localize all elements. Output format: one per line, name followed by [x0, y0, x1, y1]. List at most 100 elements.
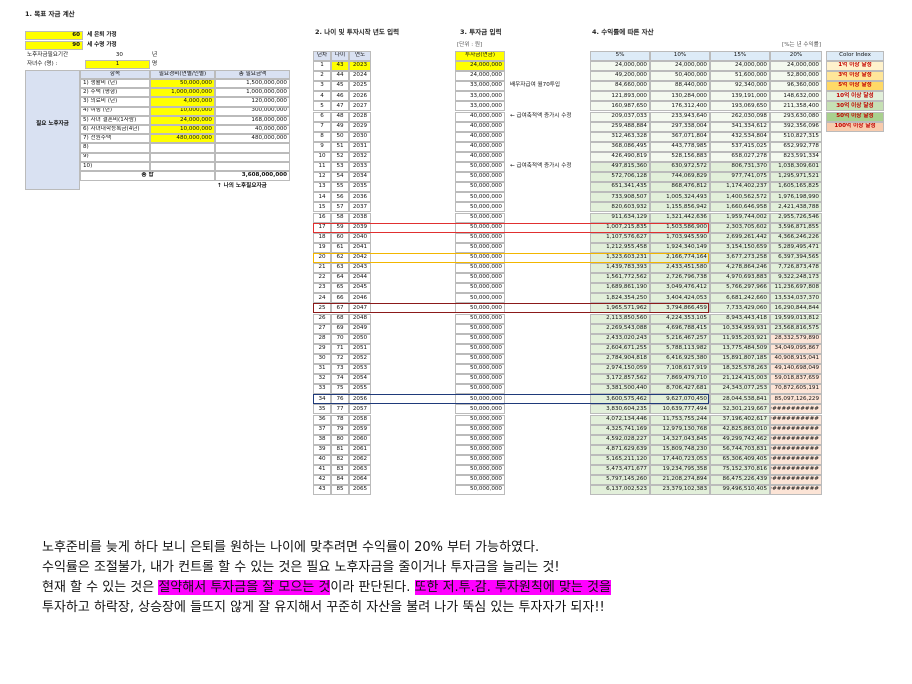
table-cell: 69: [331, 323, 349, 334]
table-cell: 2,974,150,059: [590, 364, 650, 375]
table-cell: ##############: [770, 424, 822, 435]
table-cell: [150, 143, 215, 153]
legend-item: 100억 이상 달성: [826, 121, 884, 132]
table-cell: 50,000,000: [455, 313, 505, 324]
section-title: 4. 수익률에 따른 자산: [592, 28, 654, 36]
table-cell: 96,360,000: [770, 81, 822, 92]
table-cell: 75,152,370,816: [710, 465, 770, 476]
section-title: 3. 투자금 입력: [460, 28, 502, 36]
table-cell: 443,778,985: [650, 141, 710, 152]
table-cell: 528,156,883: [650, 151, 710, 162]
table-cell: 32,301,219,667: [710, 404, 770, 415]
table-cell: 49: [331, 121, 349, 132]
table-cell: 2041: [349, 242, 371, 253]
table-cell: 19,599,013,812: [770, 313, 822, 324]
table-cell: 50,000,000: [455, 242, 505, 253]
comment-line: 노후준비를 늦게 하다 보니 은퇴를 원하는 나이에 맞추려면 수익률이 20%…: [42, 536, 539, 555]
side-cell: [25, 70, 80, 190]
table-cell: 40,908,915,041: [770, 353, 822, 364]
table-cell: 50,000,000: [455, 202, 505, 213]
table-cell: 2037: [349, 202, 371, 213]
table-cell: 50,000,000: [455, 343, 505, 354]
table-cell: 312,463,328: [590, 131, 650, 142]
table-cell: [215, 152, 290, 162]
table-cell: 13,534,037,370: [770, 293, 822, 304]
table-cell: 120,000,000: [215, 97, 290, 107]
table-cell: 28,332,579,890: [770, 333, 822, 344]
table-cell: 4,325,741,169: [590, 424, 650, 435]
table-cell: 160,987,650: [590, 101, 650, 112]
table-header: 20%: [770, 51, 822, 61]
table-cell: ##############: [770, 414, 822, 425]
table-cell: 1,439,783,393: [590, 263, 650, 274]
table-cell: 5,788,113,982: [650, 343, 710, 354]
comment-text: 이라 판단된다.: [330, 580, 415, 595]
table-cell: 2060: [349, 434, 371, 445]
table-cell: 8): [80, 143, 150, 153]
table-cell: 50,000,000: [455, 404, 505, 415]
table-cell: 66: [331, 293, 349, 304]
table-cell: 7: [313, 121, 331, 132]
table-cell: 50,000,000: [455, 172, 505, 183]
table-cell: 59,018,837,659: [770, 374, 822, 385]
table-cell: 4,278,864,246: [710, 263, 770, 274]
table-cell: 7,733,429,060: [710, 303, 770, 314]
table-cell: 9): [80, 152, 150, 162]
legend-item: 30억 이상 달성: [826, 101, 884, 112]
table-cell: 820,603,932: [590, 202, 650, 213]
table-cell: 1,400,562,572: [710, 192, 770, 203]
legend-item: 5억 이상 달성: [826, 81, 884, 92]
table-cell: 2030: [349, 131, 371, 142]
table-cell: 56,744,703,831: [710, 444, 770, 455]
table-cell: 78: [331, 414, 349, 425]
table-cell: 23: [313, 283, 331, 294]
table-cell: 2050: [349, 333, 371, 344]
legend-item: 1억 이상 달성: [826, 61, 884, 72]
table-cell: 2: [313, 71, 331, 82]
table-cell: ##############: [770, 434, 822, 445]
table-cell: 65: [331, 283, 349, 294]
table-cell: 28: [313, 333, 331, 344]
table-cell: 17,440,723,053: [650, 454, 710, 465]
table-cell: 4,592,028,227: [590, 434, 650, 445]
table-cell: 37: [313, 424, 331, 435]
table-cell: 61: [331, 242, 349, 253]
table-cell: 88,440,000: [650, 81, 710, 92]
table-cell: 4,696,788,415: [650, 323, 710, 334]
table-cell: 50,000,000: [455, 333, 505, 344]
table-cell: 1,321,442,636: [650, 212, 710, 223]
table-cell: 52: [331, 151, 349, 162]
table-cell: 1,038,309,601: [770, 162, 822, 173]
total-label: 총 합: [80, 171, 215, 181]
table-cell: 7,108,617,919: [650, 364, 710, 375]
table-cell: 50,000,000: [455, 364, 505, 375]
table-cell: 4,000,000: [150, 97, 215, 107]
table-cell: 50,000,000: [455, 293, 505, 304]
legend-title: Color Index: [826, 51, 884, 61]
table-cell: 977,741,075: [710, 172, 770, 183]
table-cell: 11,236,697,808: [770, 283, 822, 294]
comment-text: 수익률은 조절불가, 내가 컨트롤 할 수 있는 것은 필요 노후자금을 줄이거…: [42, 560, 560, 575]
table-cell: 45: [331, 81, 349, 92]
table-cell: 40,000,000: [455, 121, 505, 132]
table-cell: 341,334,612: [710, 121, 770, 132]
table-header: 연도: [349, 51, 371, 61]
side-label: 필요 노후자금: [36, 121, 69, 128]
table-header: 15%: [710, 51, 770, 61]
table-cell: 50,000,000: [455, 454, 505, 465]
table-cell: 16: [313, 212, 331, 223]
table-cell: 27: [313, 323, 331, 334]
table-cell: [215, 161, 290, 171]
comment-text: 현재 할 수 있는 것은: [42, 580, 159, 595]
table-cell: 15,891,807,185: [710, 353, 770, 364]
table-cell: 50: [331, 131, 349, 142]
table-cell: 4) 여행 (년): [80, 106, 150, 116]
table-cell: 65,306,409,405: [710, 454, 770, 465]
table-cell: 31: [313, 364, 331, 375]
label: 자녀수 (명) :: [27, 60, 58, 67]
input: 1: [85, 60, 150, 69]
table-cell: 1,000,000,000: [150, 88, 215, 98]
table-cell: ##############: [770, 454, 822, 465]
table-cell: 1,005,324,493: [650, 192, 710, 203]
